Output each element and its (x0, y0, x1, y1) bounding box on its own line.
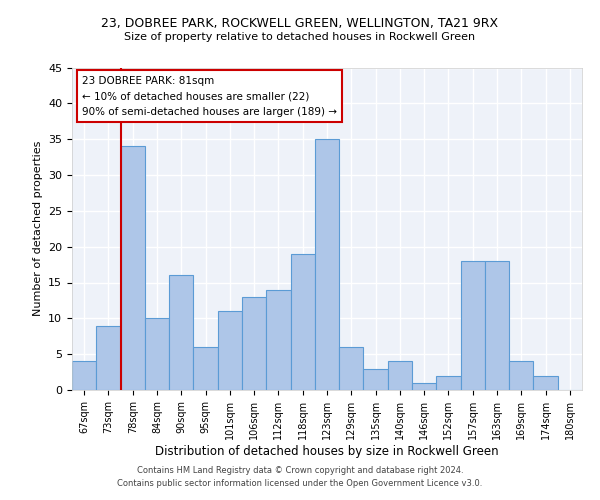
X-axis label: Distribution of detached houses by size in Rockwell Green: Distribution of detached houses by size … (155, 444, 499, 458)
Bar (169, 276, 193, 390)
Bar (96, 326, 121, 390)
Bar (145, 318, 169, 390)
Bar (412, 383, 436, 390)
Bar (339, 347, 364, 390)
Text: Size of property relative to detached houses in Rockwell Green: Size of property relative to detached ho… (124, 32, 476, 42)
Bar (266, 290, 290, 390)
Bar (509, 362, 533, 390)
Bar (242, 297, 266, 390)
Bar (193, 347, 218, 390)
Bar (364, 368, 388, 390)
Bar (533, 376, 558, 390)
Y-axis label: Number of detached properties: Number of detached properties (32, 141, 43, 316)
Bar (72, 362, 96, 390)
Bar (388, 362, 412, 390)
Bar (485, 261, 509, 390)
Bar (461, 261, 485, 390)
Bar (121, 146, 145, 390)
Bar (436, 376, 461, 390)
Bar (290, 254, 315, 390)
Text: 23 DOBREE PARK: 81sqm
← 10% of detached houses are smaller (22)
90% of semi-deta: 23 DOBREE PARK: 81sqm ← 10% of detached … (82, 76, 337, 117)
Text: 23, DOBREE PARK, ROCKWELL GREEN, WELLINGTON, TA21 9RX: 23, DOBREE PARK, ROCKWELL GREEN, WELLING… (101, 18, 499, 30)
Text: Contains HM Land Registry data © Crown copyright and database right 2024.
Contai: Contains HM Land Registry data © Crown c… (118, 466, 482, 487)
Bar (218, 311, 242, 390)
Bar (315, 139, 339, 390)
